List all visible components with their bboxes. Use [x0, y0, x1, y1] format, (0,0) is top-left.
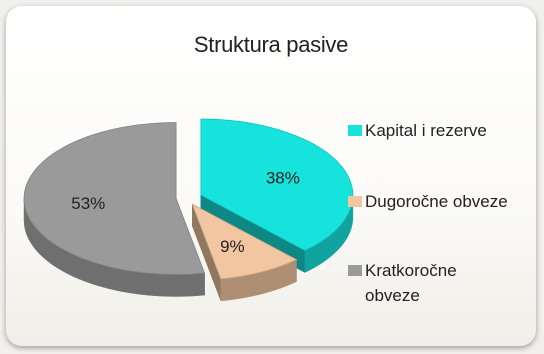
data-label-dugorocne: 9% [220, 237, 245, 256]
legend-item-kratkorocne: Kratkoročne obveze [348, 258, 498, 308]
legend-item-dugorocne: Dugoročne obveze [348, 189, 508, 214]
legend-label-kapital: Kapital i rezerve [365, 121, 487, 140]
legend-label-kratkorocne: Kratkoročne obveze [365, 261, 457, 305]
data-label-kapital: 38% [266, 169, 300, 188]
pie-chart: 38% 9% 53% [23, 118, 354, 302]
slice-kratkorocne [23, 122, 206, 275]
data-label-kratkorocne: 53% [71, 194, 105, 213]
legend-swatch-dugorocne [348, 196, 362, 207]
chart-title: Struktura pasive [193, 32, 349, 57]
slice-kapital [200, 118, 354, 251]
legend-item-kapital: Kapital i rezerve [348, 118, 487, 143]
legend-label-dugorocne: Dugoročne obveze [365, 192, 508, 211]
chart-card: Struktura pasive 38% 9% 53% Kapital i reze… [6, 6, 536, 346]
legend-swatch-kratkorocne [348, 265, 362, 276]
slice-dugorocne [191, 203, 298, 280]
legend-swatch-kapital [348, 125, 362, 136]
